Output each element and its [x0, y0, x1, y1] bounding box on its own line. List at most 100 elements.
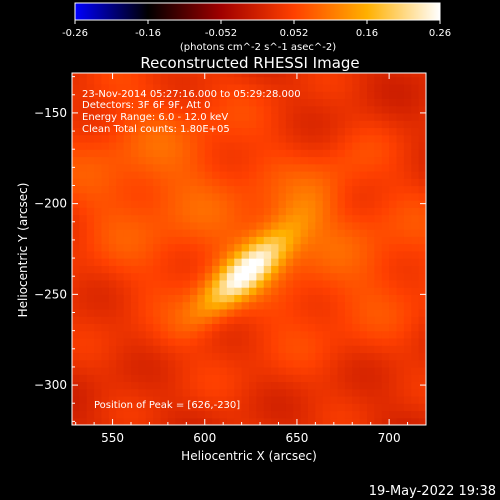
heatmap-cell	[278, 170, 287, 179]
heatmap-cell	[94, 395, 103, 404]
heatmap-cell	[337, 330, 346, 339]
heatmap-cell	[381, 381, 390, 390]
heatmap-cell	[241, 337, 250, 346]
heatmap-cell	[367, 308, 375, 317]
heatmap-cell	[108, 308, 117, 317]
heatmap-cell	[86, 272, 95, 281]
heatmap-cell	[418, 178, 426, 187]
heatmap-cell	[396, 345, 405, 354]
heatmap-cell	[315, 156, 324, 165]
heatmap-cell	[249, 170, 257, 179]
heatmap-cell	[226, 294, 235, 303]
heatmap-cell	[308, 395, 316, 404]
heatmap-cell	[330, 417, 339, 425]
heatmap-cell	[86, 381, 95, 390]
heatmap-cell	[418, 214, 426, 223]
heatmap-cell	[86, 374, 95, 383]
colorbar-tick-label: -0.26	[62, 28, 88, 39]
heatmap-cell	[300, 105, 309, 114]
heatmap-cell	[212, 112, 221, 121]
heatmap-cell	[182, 265, 191, 274]
heatmap-cell	[256, 403, 265, 412]
heatmap-cell	[131, 381, 139, 390]
heatmap-cell	[138, 374, 147, 383]
heatmap-cell	[381, 330, 390, 339]
heatmap-cell	[381, 229, 390, 237]
heatmap-cell	[131, 163, 139, 172]
heatmap-cell	[374, 229, 383, 237]
heatmap-cell	[374, 279, 383, 288]
heatmap-cell	[418, 141, 426, 150]
heatmap-cell	[138, 163, 147, 172]
heatmap-cell	[256, 258, 265, 266]
heatmap-cell	[101, 91, 110, 99]
heatmap-cell	[344, 83, 353, 92]
heatmap-cell	[330, 359, 339, 368]
heatmap-cell	[337, 308, 346, 317]
heatmap-cell	[300, 316, 309, 324]
heatmap-cell	[403, 250, 412, 259]
heatmap-cell	[359, 156, 368, 165]
heatmap-cell	[234, 127, 243, 136]
heatmap-cell	[131, 359, 139, 368]
heatmap-cell	[167, 272, 176, 281]
heatmap-cell	[190, 207, 198, 216]
heatmap-cell	[197, 337, 206, 346]
heatmap-cell	[123, 243, 132, 252]
heatmap-cell	[300, 381, 309, 390]
heatmap-cell	[418, 229, 426, 237]
heatmap-cell	[271, 149, 280, 158]
heatmap-cell	[337, 120, 346, 129]
heatmap-cell	[337, 192, 346, 201]
heatmap-cell	[160, 279, 169, 288]
heatmap-cell	[175, 301, 184, 310]
heatmap-cell	[79, 98, 88, 107]
heatmap-cell	[226, 279, 235, 288]
heatmap-cell	[337, 417, 346, 425]
heatmap-cell	[131, 98, 139, 107]
heatmap-cell	[175, 127, 184, 136]
heatmap-cell	[381, 395, 390, 404]
heatmap-cell	[396, 192, 405, 201]
heatmap-cell	[108, 337, 117, 346]
heatmap-cell	[197, 330, 206, 339]
heatmap-cell	[182, 170, 191, 179]
heatmap-cell	[182, 120, 191, 129]
heatmap-cell	[145, 163, 154, 172]
heatmap-cell	[212, 76, 221, 85]
heatmap-cell	[204, 323, 213, 332]
heatmap-cell	[403, 294, 412, 303]
heatmap-cell	[160, 149, 169, 158]
heatmap-cell	[101, 395, 110, 404]
heatmap-cell	[285, 98, 294, 107]
heatmap-cell	[108, 345, 117, 354]
heatmap-cell	[212, 330, 221, 339]
heatmap-cell	[234, 345, 243, 354]
heatmap-cell	[123, 112, 132, 121]
heatmap-cell	[204, 185, 213, 194]
heatmap-cell	[367, 229, 375, 237]
heatmap-cell	[160, 134, 169, 143]
heatmap-cell	[300, 98, 309, 107]
heatmap-cell	[308, 359, 316, 368]
heatmap-cell	[315, 221, 324, 230]
heatmap-cell	[256, 250, 265, 259]
heatmap-cell	[418, 83, 426, 92]
heatmap-cell	[367, 359, 375, 368]
heatmap-cell	[293, 294, 302, 303]
heatmap-cell	[72, 287, 80, 295]
heatmap-cell	[123, 192, 132, 201]
heatmap-cell	[131, 258, 139, 266]
heatmap-cell	[138, 127, 147, 136]
heatmap-cell	[212, 417, 221, 425]
heatmap-cell	[138, 149, 147, 158]
heatmap-cell	[219, 185, 228, 194]
heatmap-cell	[389, 192, 398, 201]
heatmap-cell	[94, 403, 103, 412]
heatmap-cell	[123, 98, 132, 107]
heatmap-cell	[153, 200, 162, 208]
heatmap-cell	[300, 287, 309, 295]
heatmap-cell	[352, 207, 361, 216]
heatmap-cell	[234, 403, 243, 412]
heatmap-cell	[256, 221, 265, 230]
